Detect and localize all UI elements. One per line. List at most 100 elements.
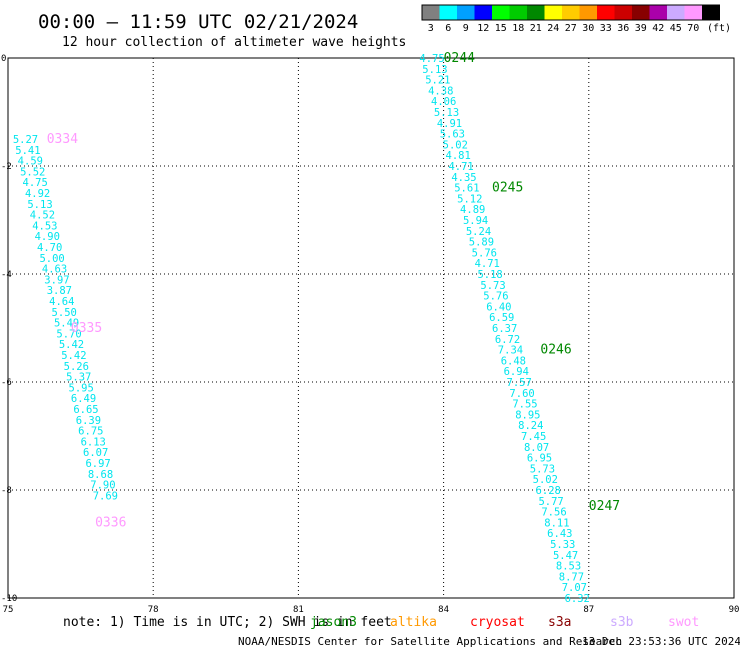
legend-swatch (614, 5, 632, 20)
wave-height-point: 5.95 (69, 382, 94, 394)
wave-height-point: 6.43 (547, 528, 572, 540)
wave-height-point: 7.34 (498, 345, 523, 357)
wave-height-point: 7.45 (521, 431, 546, 443)
y-tick-label: 0 (1, 54, 6, 64)
pass-time-label: 0336 (95, 515, 126, 530)
wave-height-point: 5.37 (66, 372, 91, 384)
wave-height-point: 6.72 (495, 334, 520, 346)
wave-height-point: 4.75 (23, 177, 48, 189)
wave-height-point: 5.94 (463, 215, 488, 227)
legend-swatch (667, 5, 685, 20)
wave-height-point: 4.70 (37, 242, 62, 254)
wave-height-point: 4.89 (460, 204, 485, 216)
wave-height-point: 8.77 (559, 571, 584, 583)
wave-height-point: 3.97 (44, 274, 69, 286)
wave-height-point: 5.42 (61, 350, 86, 362)
wave-height-point: 6.97 (85, 458, 110, 470)
y-tick-label: -8 (1, 486, 12, 496)
wave-height-point: 6.94 (504, 366, 529, 378)
wave-height-point: 6.39 (76, 415, 101, 427)
pass-time-label: 0247 (589, 499, 620, 514)
wave-height-point: 3.87 (47, 285, 72, 297)
legend-swatch (492, 5, 510, 20)
wave-height-point: 7.07 (562, 582, 587, 594)
y-tick-label: -6 (1, 378, 12, 388)
wave-height-point: 5.76 (472, 247, 497, 259)
pass-time-label: 0246 (540, 343, 571, 358)
wave-height-point: 5.47 (553, 550, 578, 562)
wave-height-point: 4.90 (35, 231, 60, 243)
wave-height-point: 5.00 (39, 253, 64, 265)
legend-label: 42 (652, 23, 664, 34)
pass-time-label: 0335 (71, 321, 102, 336)
legend-label: 12 (477, 23, 489, 34)
x-tick-label: 90 (729, 605, 740, 615)
x-tick-label: 81 (293, 605, 304, 615)
pass-time-label: 0244 (444, 51, 475, 66)
legend-label: 45 (670, 23, 682, 34)
y-tick-label: -2 (1, 162, 12, 172)
legend-swatch (527, 5, 545, 20)
legend-unit: (ft) (707, 23, 731, 34)
wave-height-point: 6.13 (81, 436, 106, 448)
legend-frame (421, 4, 720, 21)
wave-height-point: 8.68 (88, 469, 113, 481)
wave-height-point: 8.24 (518, 420, 543, 432)
legend-swatch (439, 5, 457, 20)
wave-height-point: 5.89 (469, 237, 494, 249)
plot-grid (8, 58, 734, 598)
wave-height-point: 5.33 (550, 539, 575, 551)
legend-swatch (474, 5, 492, 20)
y-tick-label: -10 (1, 594, 17, 604)
wave-height-point: 4.52 (30, 210, 55, 222)
legend-label: 9 (463, 23, 469, 34)
satellite-legend: jason3 altika cryosat s3a s3b swot (310, 615, 699, 630)
wave-height-point: 4.06 (431, 96, 456, 108)
legend-label: 36 (617, 23, 629, 34)
wave-height-point: 5.12 (457, 193, 482, 205)
wave-height-point: 5.13 (422, 64, 447, 76)
satellite-label: jason3 (310, 615, 357, 630)
wave-height-point: 6.40 (486, 301, 511, 313)
wave-height-point: 7.60 (509, 388, 534, 400)
wave-height-point: 7.56 (541, 507, 566, 519)
legend-swatch (509, 5, 527, 20)
wave-height-point: 5.49 (54, 318, 79, 330)
wave-height-point: 5.77 (538, 496, 563, 508)
wave-height-point: 5.42 (59, 339, 84, 351)
color-legend: 3 6 9 12 15 18 21 24 27 30 33 36 39 42 45 70 (ft) (421, 4, 731, 34)
wave-height-point: 4.92 (25, 188, 50, 200)
satellite-label: cryosat (470, 615, 525, 630)
chart-title: 00:00 — 11:59 UTC 02/21/2024 (38, 11, 358, 33)
wave-height-point: 6.59 (489, 312, 514, 324)
wave-height-point: 4.71 (448, 161, 473, 173)
wave-height-point: 7.55 (512, 399, 537, 411)
footer-timestamp: 13 Dec 23:53:36 UTC 2024 (582, 635, 740, 648)
wave-height-point: 7.57 (507, 377, 532, 389)
wave-height-point: 5.27 (13, 134, 38, 146)
plot-axes: 75 78 81 84 87 90 0 -2 -4 -6 -8 -10 (1, 54, 739, 615)
wave-height-point: 5.73 (530, 463, 555, 475)
wave-height-point: 6.65 (73, 404, 98, 416)
wave-height-point: 8.11 (544, 517, 569, 529)
wave-height-point: 4.38 (428, 85, 453, 97)
x-tick-label: 75 (3, 605, 14, 615)
plot-frame (7, 57, 735, 599)
wave-height-point: 4.75 (419, 53, 444, 65)
footer-note: note: 1) Time is in UTC; 2) SWH is in fe… (63, 615, 392, 630)
wave-height-point: 5.13 (27, 199, 52, 211)
wave-height-point: 7.90 (90, 480, 115, 492)
wave-height-point: 5.41 (15, 145, 40, 157)
wave-height-point: 4.81 (446, 150, 471, 162)
legend-swatch (684, 5, 702, 20)
legend-swatch (544, 5, 562, 20)
wave-height-point: 6.49 (71, 393, 96, 405)
wave-height-point: 4.91 (437, 118, 462, 130)
legend-swatch (632, 5, 650, 20)
legend-label: 15 (495, 23, 507, 34)
wave-height-point: 5.21 (425, 75, 450, 87)
wave-height-point: 5.70 (56, 328, 81, 340)
wave-height-point: 4.64 (49, 296, 74, 308)
legend-label: 33 (600, 23, 612, 34)
wave-height-point: 5.61 (454, 183, 479, 195)
